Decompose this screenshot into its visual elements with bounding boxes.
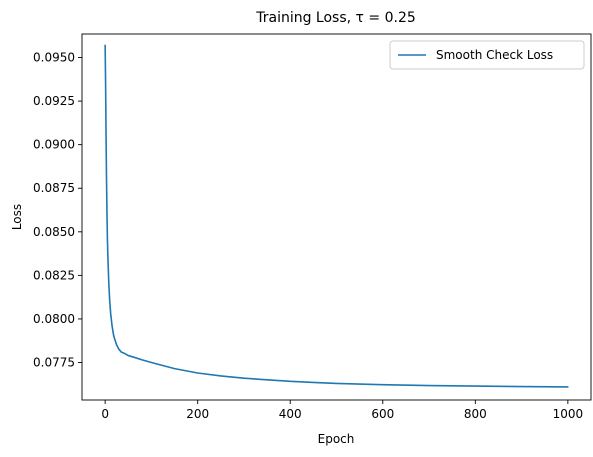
y-tick-label: 0.0950 <box>33 51 75 65</box>
x-tick-label: 800 <box>464 407 487 421</box>
y-axis-ticks: 0.0775 0.0800 0.0825 0.0850 0.0875 0.0900 0.09… <box>33 51 82 370</box>
series-line-smooth-check-loss <box>104 44 569 388</box>
x-tick-label: 0 <box>101 407 109 421</box>
y-tick-label: 0.0775 <box>33 356 75 370</box>
y-tick-label: 0.0800 <box>33 312 75 326</box>
y-tick-label: 0.0875 <box>33 181 75 195</box>
x-tick-label: 1000 <box>553 407 584 421</box>
legend: Smooth Check Loss <box>389 40 585 70</box>
y-tick-label: 0.0850 <box>33 225 75 239</box>
plot-frame <box>81 33 592 401</box>
y-tick-label: 0.0925 <box>33 94 75 108</box>
x-axis-label: Epoch <box>318 432 355 446</box>
x-tick-label: 200 <box>186 407 209 421</box>
x-tick-label: 600 <box>371 407 394 421</box>
x-tick-label: 400 <box>279 407 302 421</box>
y-axis-label: Loss <box>10 204 24 230</box>
plot-area <box>104 44 569 388</box>
y-tick-label: 0.0825 <box>33 268 75 282</box>
chart-title: Training Loss, τ = 0.25 <box>255 10 416 26</box>
x-axis-ticks: 0 200 400 600 800 1000 <box>101 400 583 421</box>
legend-label-smooth-check-loss: Smooth Check Loss <box>436 48 553 62</box>
y-tick-label: 0.0900 <box>33 138 75 152</box>
legend-box <box>389 40 585 70</box>
